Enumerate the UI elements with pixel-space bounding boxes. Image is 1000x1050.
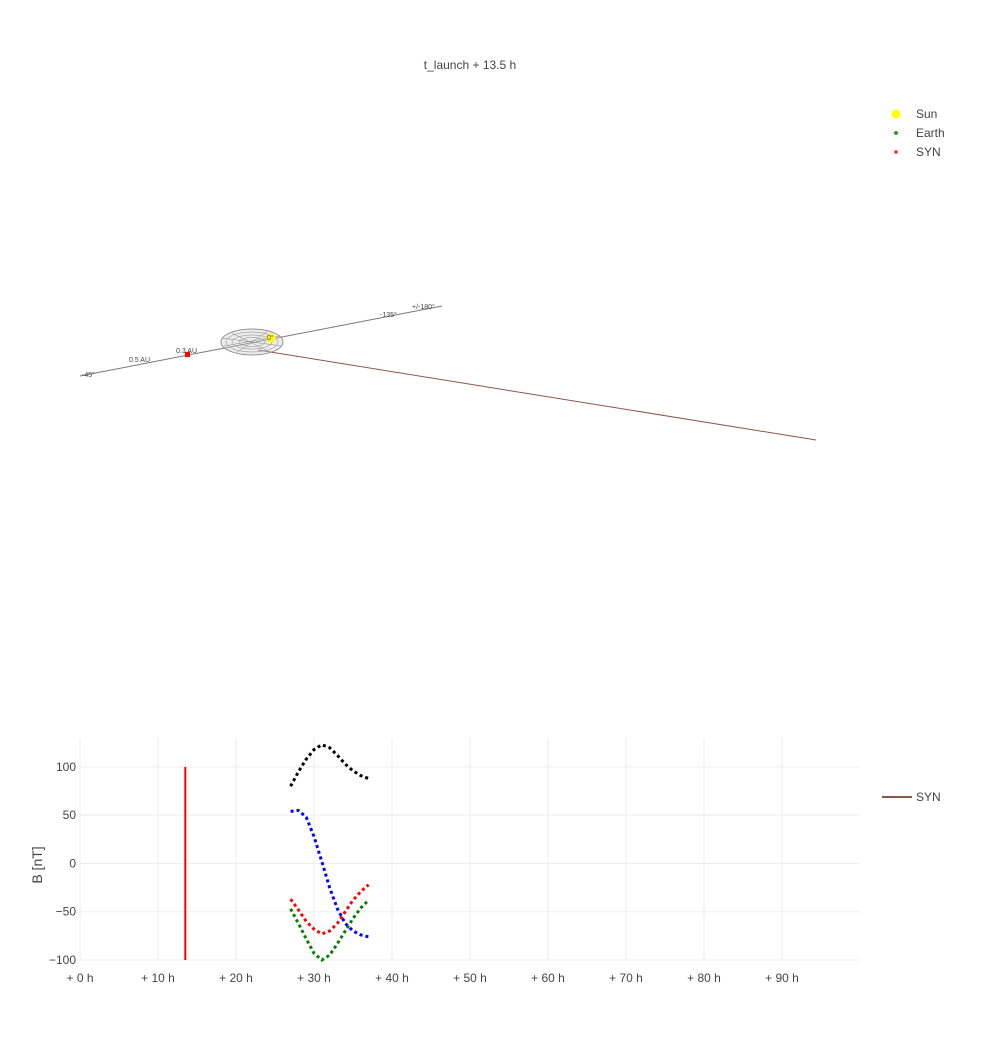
series-line-2: [289, 883, 370, 936]
annotation-minus-45-deg: -45°: [82, 371, 95, 379]
syn-trajectory-line: [257, 349, 817, 441]
y-tick-label: 0: [69, 856, 76, 870]
x-tick-label: + 10 h: [141, 971, 175, 985]
annotation-180-deg: +/-180°: [412, 303, 435, 311]
legend-label-earth: Earth: [916, 126, 945, 140]
legend-marker-sun: [891, 109, 901, 119]
x-tick-label: + 50 h: [453, 971, 487, 985]
y-tick-label: −50: [56, 905, 77, 919]
y-tick-label: 50: [63, 808, 77, 822]
syn-marker: [185, 352, 190, 357]
x-tick-label: + 20 h: [219, 971, 253, 985]
y-tick-label: −100: [49, 953, 76, 967]
annotation-0-5-au: 0.5 AU: [129, 357, 150, 364]
y-tick-label: 100: [56, 760, 76, 774]
data-series: [289, 743, 370, 962]
plot-grid: [79, 738, 860, 961]
legend-label-syn-line: SYN: [916, 790, 941, 804]
plot-title: t_launch + 13.5 h: [423, 58, 517, 72]
series-line-1: [290, 808, 369, 939]
sun-marker: [266, 333, 276, 343]
annotation-0-deg: 0°: [267, 334, 274, 342]
scene-legend: Sun Earth SYN: [891, 107, 945, 159]
orbit-scene: Sun Earth SYN 0.5 AU 0.3 AU +/-180° -45°…: [79, 107, 945, 441]
y-tick-labels: 100 50 0 −50 −100: [49, 760, 76, 967]
annotation-0-3-au: 0.3 AU: [176, 348, 197, 355]
legend-marker-syn: [894, 150, 898, 154]
x-tick-label: + 70 h: [609, 971, 643, 985]
annotation-minus-135-deg: -135°: [380, 311, 397, 319]
legend-label-syn: SYN: [916, 145, 941, 159]
legend-item-sun[interactable]: Sun: [891, 107, 938, 121]
legend-marker-earth: [894, 131, 898, 135]
plot-legend: SYN: [882, 790, 941, 804]
x-tick-label: + 80 h: [687, 971, 721, 985]
x-tick-label: + 40 h: [375, 971, 409, 985]
x-tick-label: + 90 h: [765, 971, 799, 985]
legend-item-syn[interactable]: SYN: [894, 145, 941, 159]
y-axis-label: B [nT]: [29, 846, 45, 883]
x-tick-label: + 60 h: [531, 971, 565, 985]
legend-item-earth[interactable]: Earth: [894, 126, 945, 140]
legend-label-sun: Sun: [916, 107, 937, 121]
x-tick-label: + 30 h: [297, 971, 331, 985]
series-line-0: [289, 743, 370, 787]
longitude-axis-line: [79, 305, 443, 377]
legend-item-syn-line[interactable]: SYN: [882, 790, 941, 804]
x-tick-labels: + 0 h + 10 h + 20 h + 30 h + 40 h + 50 h…: [66, 971, 798, 985]
x-tick-label: + 0 h: [66, 971, 93, 985]
